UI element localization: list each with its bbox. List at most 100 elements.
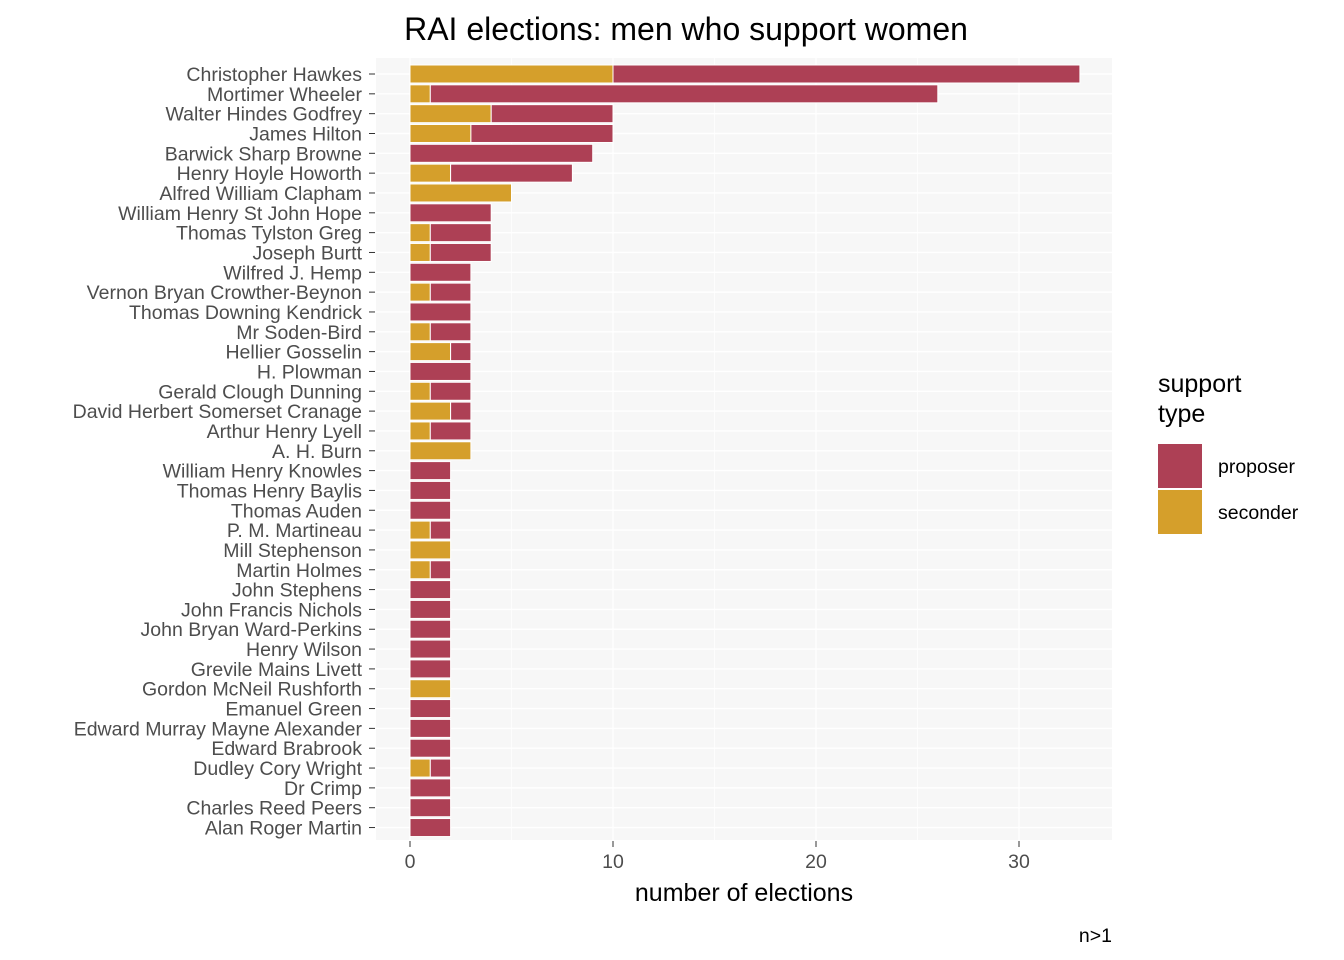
bar-proposer: [429, 421, 472, 441]
bar-seconder: [409, 322, 431, 342]
y-tick-label: Henry Wilson: [246, 639, 362, 661]
legend-swatch-seconder: [1158, 490, 1202, 534]
y-tick-label: Thomas Henry Baylis: [177, 480, 363, 502]
bar-seconder: [409, 223, 431, 243]
bar-seconder: [409, 560, 431, 580]
bar-proposer: [490, 104, 614, 124]
bar-proposer: [409, 699, 452, 719]
x-tick-label: 10: [602, 851, 624, 873]
y-tick-label: Wilfred J. Hemp: [223, 262, 362, 284]
y-tick-label: A. H. Burn: [272, 441, 362, 463]
y-tick-label: William Henry Knowles: [163, 461, 363, 483]
bar-proposer: [429, 758, 452, 778]
bar-proposer: [409, 818, 452, 838]
bar-proposer: [409, 718, 452, 738]
y-tick-label: Dr Crimp: [284, 778, 362, 800]
bar-proposer: [409, 580, 452, 600]
y-tick-label: Mr Soden-Bird: [236, 322, 362, 344]
x-axis: 0 10 20 30: [405, 841, 1030, 873]
bar-seconder: [409, 401, 452, 421]
bar-seconder: [409, 679, 452, 699]
bar-proposer: [429, 322, 472, 342]
bar-seconder: [409, 342, 452, 362]
y-tick-label: Edward Brabrook: [211, 738, 362, 760]
y-tick-label: John Bryan Ward-Perkins: [141, 619, 363, 641]
bar-proposer: [409, 619, 452, 639]
bar-seconder: [409, 758, 431, 778]
bar-seconder: [409, 242, 431, 262]
bar-proposer: [409, 143, 594, 163]
x-tick-label: 0: [405, 851, 416, 873]
bar-proposer: [409, 738, 452, 758]
bar-proposer: [409, 599, 452, 619]
legend-title: type: [1158, 400, 1205, 428]
y-tick-label: Walter Hindes Godfrey: [165, 104, 362, 126]
bar-proposer: [409, 203, 492, 223]
bar-proposer: [409, 639, 452, 659]
y-tick-label: Gordon McNeil Rushforth: [142, 679, 362, 701]
y-tick-label: Arthur Henry Lyell: [207, 421, 362, 443]
y-tick-label: Thomas Auden: [231, 500, 362, 522]
legend-title: support: [1158, 370, 1241, 398]
bar-proposer: [429, 242, 492, 262]
bar-proposer: [429, 381, 472, 401]
y-tick-label: Joseph Burtt: [253, 242, 363, 264]
y-tick-label: Henry Hoyle Howorth: [177, 163, 362, 185]
bar-proposer: [429, 84, 939, 104]
bar-proposer: [409, 778, 452, 798]
bar-proposer: [429, 223, 492, 243]
bar-seconder: [409, 104, 492, 124]
bar-seconder: [409, 183, 512, 203]
y-tick-label: Edward Murray Mayne Alexander: [74, 718, 363, 740]
legend-label: seconder: [1218, 502, 1299, 524]
bar-proposer: [450, 163, 573, 183]
y-tick-label: Martin Holmes: [236, 560, 362, 582]
y-tick-label: Alan Roger Martin: [205, 818, 362, 840]
bar-seconder: [409, 84, 431, 104]
y-tick-label: Mortimer Wheeler: [207, 84, 362, 106]
y-tick-label: Grevile Mains Livett: [191, 659, 363, 681]
bar-proposer: [409, 480, 452, 500]
bar-proposer: [429, 282, 472, 302]
bar-proposer: [409, 262, 472, 282]
bar-proposer: [450, 342, 472, 362]
y-tick-label: Dudley Cory Wright: [193, 758, 362, 780]
y-tick-label: Hellier Gosselin: [225, 342, 362, 364]
caption: n>1: [1079, 925, 1112, 947]
x-tick-label: 20: [805, 851, 827, 873]
legend-swatch-proposer: [1158, 444, 1202, 488]
y-tick-label: Thomas Tylston Greg: [176, 223, 362, 245]
bar-proposer: [409, 461, 452, 481]
bar-proposer: [409, 500, 452, 520]
y-tick-label: Charles Reed Peers: [186, 798, 362, 820]
bar-seconder: [409, 163, 452, 183]
y-tick-label: Gerald Clough Dunning: [158, 381, 362, 403]
y-tick-label: Thomas Downing Kendrick: [129, 302, 362, 324]
y-tick-label: John Stephens: [232, 580, 362, 602]
y-tick-label: Barwick Sharp Browne: [165, 143, 362, 165]
y-tick-label: David Herbert Somerset Cranage: [73, 401, 362, 423]
bar-seconder: [409, 441, 472, 461]
bar-proposer: [429, 520, 452, 540]
y-tick-label: James Hilton: [249, 123, 362, 145]
bar-seconder: [409, 520, 431, 540]
bar-proposer: [409, 798, 452, 818]
x-tick-label: 30: [1008, 851, 1030, 873]
bar-seconder: [409, 421, 431, 441]
x-axis-title: number of elections: [635, 879, 853, 907]
y-tick-label: Vernon Bryan Crowther-Beynon: [87, 282, 362, 304]
bars: [409, 64, 1081, 838]
bar-proposer: [409, 361, 472, 381]
y-tick-label: H. Plowman: [257, 361, 362, 383]
bar-seconder: [409, 381, 431, 401]
bar-proposer: [409, 659, 452, 679]
bar-seconder: [409, 540, 452, 560]
bar-seconder: [409, 123, 472, 143]
y-tick-label: Mill Stephenson: [223, 540, 362, 562]
bar-seconder: [409, 282, 431, 302]
chart-title: RAI elections: men who support women: [404, 11, 968, 47]
y-tick-label: John Francis Nichols: [181, 599, 362, 621]
